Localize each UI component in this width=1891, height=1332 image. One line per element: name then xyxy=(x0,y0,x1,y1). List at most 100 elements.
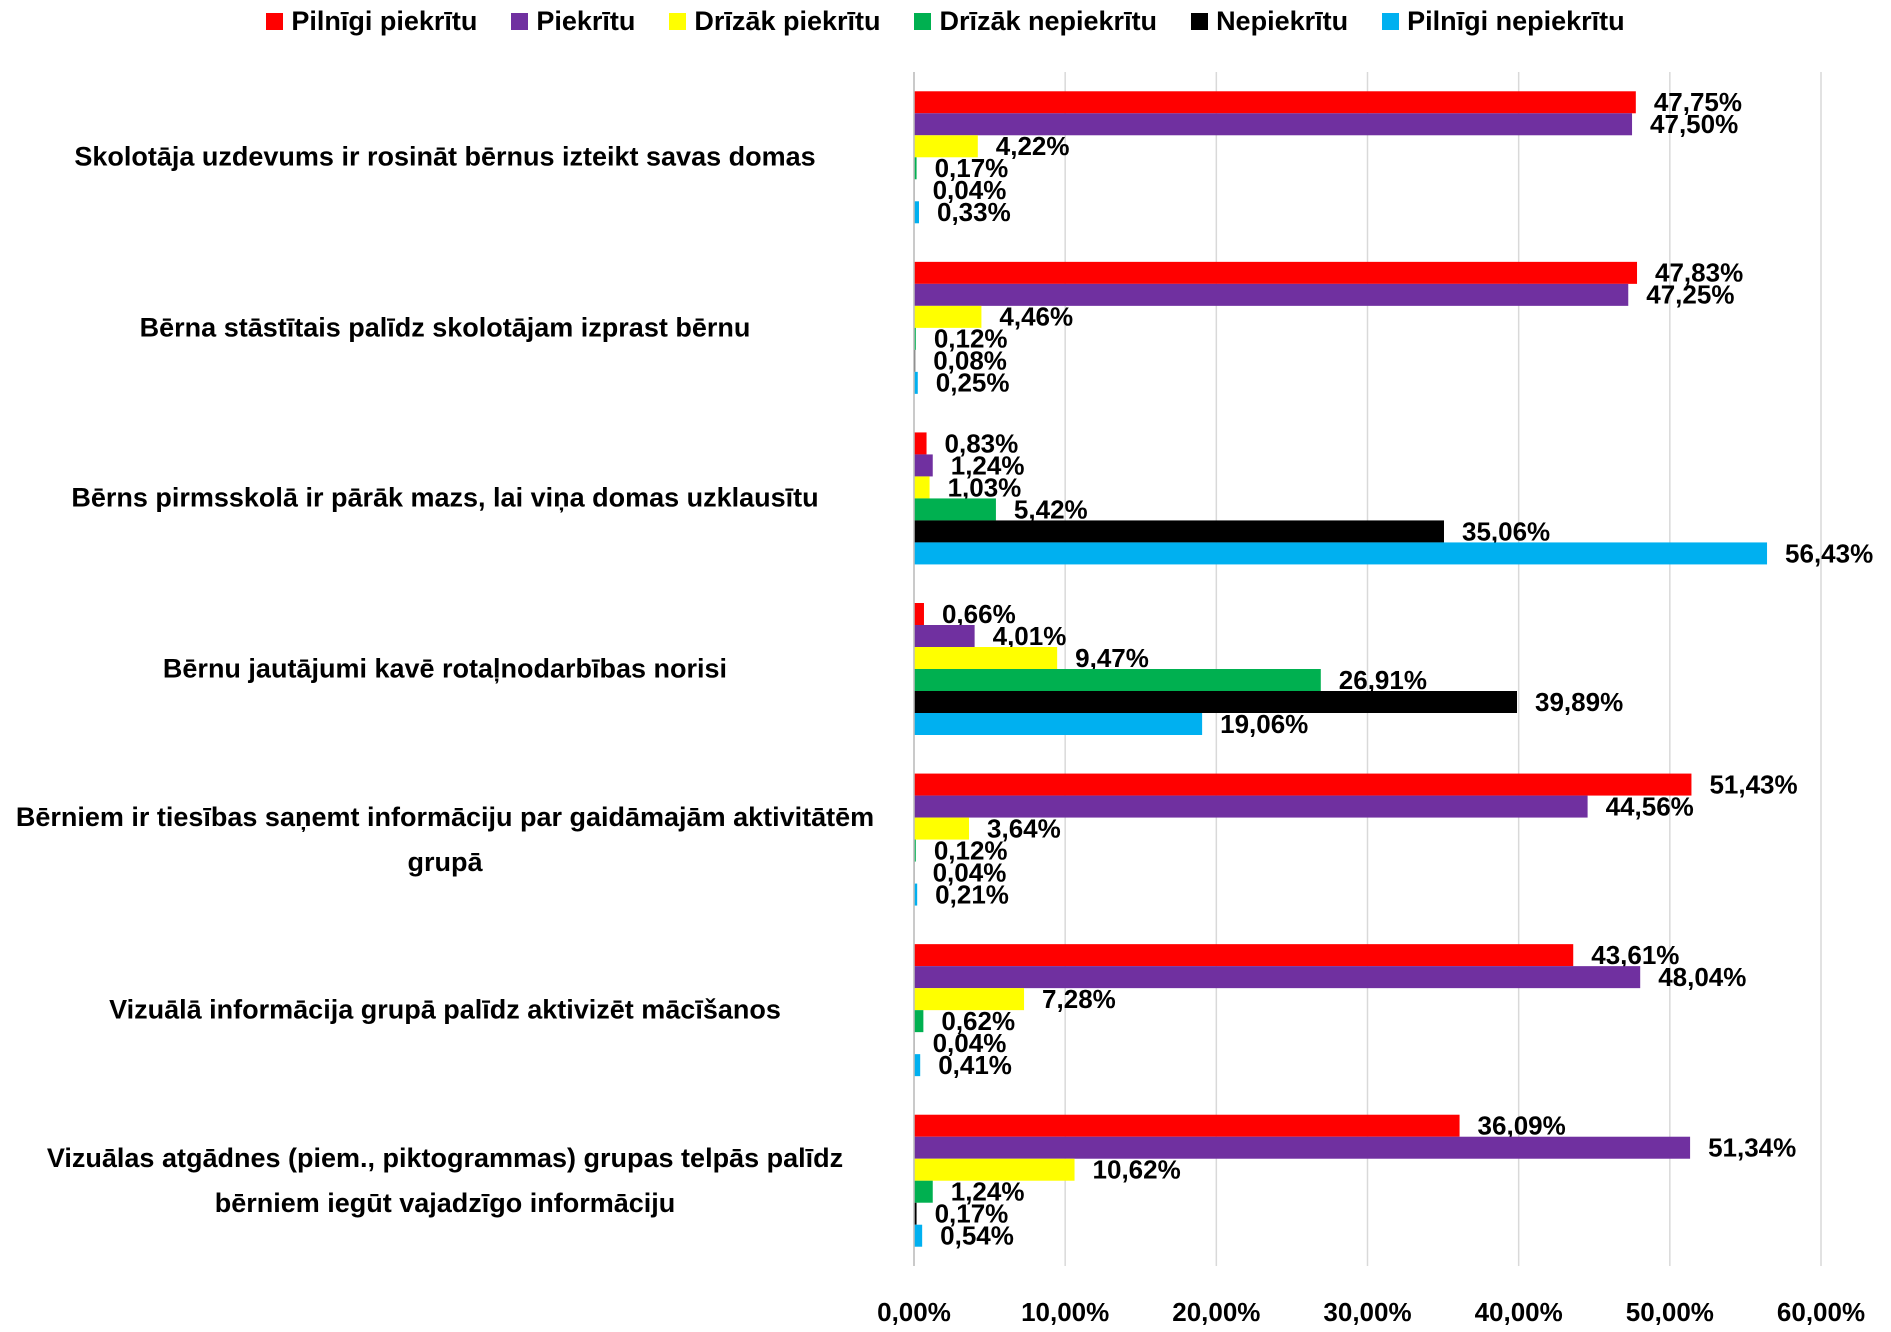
value-label: 35,06% xyxy=(1462,516,1550,546)
legend-swatch xyxy=(511,13,529,30)
legend-label: Piekrītu xyxy=(536,6,636,36)
bar xyxy=(914,1158,1075,1181)
value-label: 36,09% xyxy=(1478,1111,1566,1141)
value-label: 0,41% xyxy=(938,1050,1012,1080)
legend-label: Drīzāk piekrītu xyxy=(694,6,881,36)
bar xyxy=(914,1224,923,1247)
legend-label: Pilnīgi nepiekrītu xyxy=(1407,6,1625,36)
value-label: 0,17% xyxy=(935,1199,1009,1229)
bar xyxy=(914,327,916,350)
value-label: 47,25% xyxy=(1646,280,1734,310)
bar xyxy=(914,454,933,477)
bar xyxy=(914,283,1629,306)
bar xyxy=(914,713,1203,735)
value-label: 48,04% xyxy=(1658,962,1746,992)
bar xyxy=(914,542,1768,565)
legend-swatch xyxy=(1382,13,1400,30)
value-label: 47,75% xyxy=(1654,87,1742,117)
x-tick-label: 50,00% xyxy=(1626,1297,1714,1327)
category-label: Vizuālā informācija grupā palīdz aktiviz… xyxy=(109,994,781,1025)
x-tick-label: 0,00% xyxy=(877,1297,951,1327)
legend-swatch xyxy=(669,13,687,30)
bar xyxy=(914,625,975,647)
bar xyxy=(914,1010,924,1033)
value-label: 7,28% xyxy=(1042,984,1116,1014)
bar xyxy=(914,201,919,224)
value-label: 5,42% xyxy=(1014,494,1088,524)
bar xyxy=(914,966,1641,989)
legend-item: Drīzāk piekrītu xyxy=(669,6,880,37)
value-label: 0,12% xyxy=(934,324,1008,354)
category-label: Bērna stāstītais palīdz skolotājam izpra… xyxy=(139,312,751,343)
x-tick-label: 60,00% xyxy=(1777,1297,1865,1327)
value-label: 0,12% xyxy=(934,835,1008,865)
bar xyxy=(914,988,1025,1011)
bar xyxy=(914,1202,917,1225)
value-label: 0,04% xyxy=(933,857,1007,887)
x-tick-label: 30,00% xyxy=(1323,1297,1411,1327)
bar xyxy=(914,91,1636,114)
value-label: 1,03% xyxy=(948,472,1022,502)
bar xyxy=(914,498,996,521)
legend-item: Pilnīgi nepiekrītu xyxy=(1382,6,1625,37)
value-label: 39,89% xyxy=(1535,687,1623,717)
bar xyxy=(914,305,982,328)
value-label: 0,04% xyxy=(933,175,1007,205)
value-label: 10,62% xyxy=(1093,1155,1181,1185)
value-label: 0,66% xyxy=(942,599,1016,629)
bar xyxy=(914,113,1633,136)
value-label: 0,62% xyxy=(941,1006,1015,1036)
value-label: 51,43% xyxy=(1709,769,1797,799)
bar xyxy=(914,1180,933,1203)
bar xyxy=(914,944,1574,967)
category-label: Bērns pirmsskolā ir pārāk mazs, lai viņa… xyxy=(71,482,819,513)
value-label: 0,17% xyxy=(935,153,1009,183)
value-label: 26,91% xyxy=(1339,665,1427,695)
value-label: 44,56% xyxy=(1606,791,1694,821)
bar xyxy=(914,1114,1460,1137)
legend-item: Piekrītu xyxy=(511,6,635,37)
bar xyxy=(914,773,1692,796)
bar xyxy=(914,795,1588,818)
value-label: 1,24% xyxy=(951,1177,1025,1207)
bar xyxy=(914,476,930,499)
legend-label: Pilnīgi piekrītu xyxy=(291,6,478,36)
bar xyxy=(914,520,1444,543)
value-label: 56,43% xyxy=(1785,538,1873,568)
value-label: 0,83% xyxy=(945,428,1019,458)
legend: Pilnīgi piekrītu Piekrītu Drīzāk piekrītu D… xyxy=(0,6,1891,37)
value-label: 0,33% xyxy=(937,197,1011,227)
value-label: 0,25% xyxy=(936,368,1010,398)
value-label: 1,24% xyxy=(951,450,1025,480)
value-label: 4,22% xyxy=(996,131,1070,161)
value-label: 9,47% xyxy=(1075,643,1149,673)
value-label: 4,46% xyxy=(999,302,1073,332)
bar xyxy=(914,371,918,394)
legend-swatch xyxy=(914,13,932,30)
value-label: 51,34% xyxy=(1708,1133,1796,1163)
legend-label: Nepiekrītu xyxy=(1216,6,1349,36)
value-label: 43,61% xyxy=(1591,940,1679,970)
bar xyxy=(914,1136,1691,1159)
category-label: Vizuālas atgādnes (piem., piktogrammas) … xyxy=(46,1142,844,1218)
bar xyxy=(914,432,927,455)
value-label: 0,54% xyxy=(940,1221,1014,1251)
x-tick-label: 10,00% xyxy=(1021,1297,1109,1327)
x-tick-label: 40,00% xyxy=(1475,1297,1563,1327)
value-label: 0,21% xyxy=(935,879,1009,909)
legend-label: Drīzāk nepiekrītu xyxy=(939,6,1158,36)
legend-item: Drīzāk nepiekrītu xyxy=(914,6,1157,37)
bar xyxy=(914,883,918,906)
value-label: 4,01% xyxy=(993,621,1067,651)
bar xyxy=(914,261,1638,284)
bar xyxy=(914,1054,921,1077)
bar xyxy=(914,157,917,180)
bar xyxy=(914,691,1518,713)
x-tick-label: 20,00% xyxy=(1172,1297,1260,1327)
legend-item: Pilnīgi piekrītu xyxy=(266,6,477,37)
bar xyxy=(914,647,1058,669)
value-label: 47,83% xyxy=(1655,258,1743,288)
bar xyxy=(914,839,916,862)
